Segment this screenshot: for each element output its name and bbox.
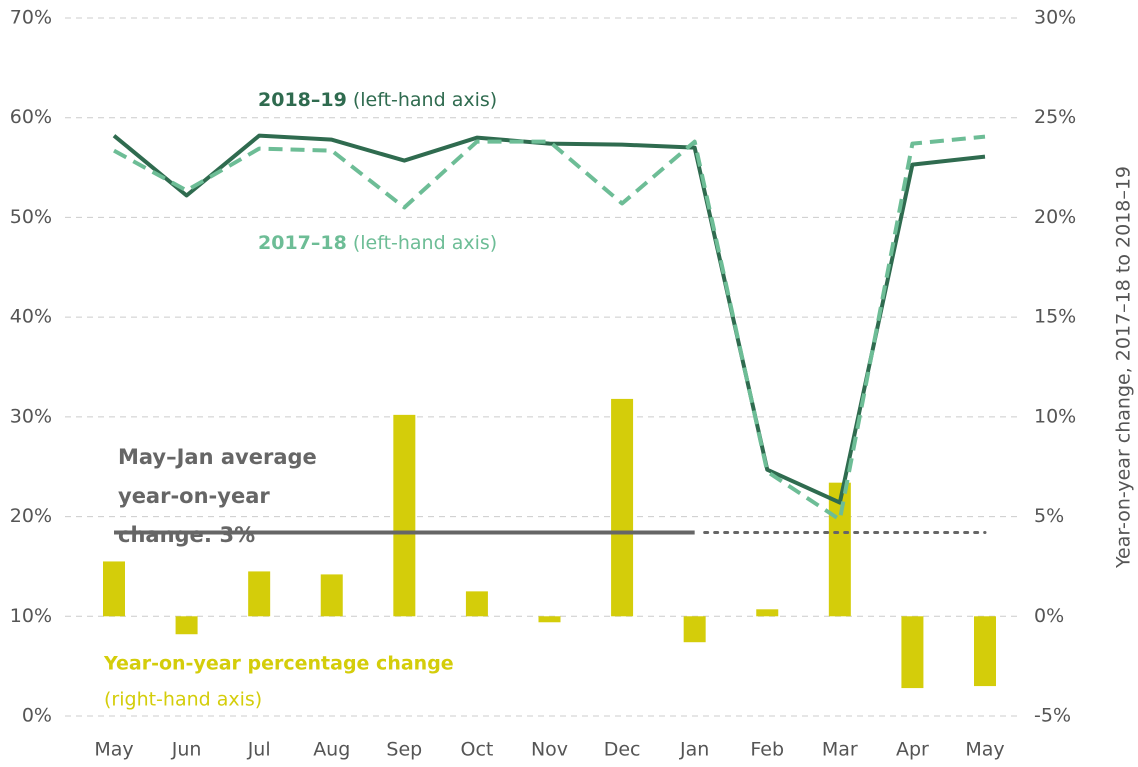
x-tick-label: Oct — [460, 739, 493, 761]
bar — [320, 574, 343, 617]
series-note: (right-hand axis) — [104, 689, 262, 711]
series-note: (left-hand axis) — [353, 89, 497, 111]
bar — [103, 561, 125, 617]
x-tick-label: Dec — [604, 739, 641, 761]
line — [112, 133, 986, 505]
average-label: year-on-year — [118, 484, 270, 508]
y-tick-label: 60% — [10, 106, 52, 128]
y-tick-label: 40% — [10, 306, 52, 328]
y-tick-label: 70% — [10, 7, 52, 29]
y-tick-label: 50% — [10, 206, 52, 228]
y2-axis-label: Year-on-year change, 2017–18 to 2018–19 — [1113, 166, 1135, 569]
x-tick-label: Nov — [531, 739, 568, 761]
series-note: (left-hand axis) — [353, 232, 497, 254]
bar — [683, 616, 706, 643]
x-tick-label: Aug — [313, 739, 350, 761]
x-tick-label: Sep — [386, 739, 422, 761]
x-tick-label: Mar — [822, 739, 858, 761]
series-label: 2017–18 (left-hand axis) — [258, 232, 497, 254]
x-tick-label: Feb — [750, 739, 784, 761]
bar — [393, 414, 416, 617]
x-tick-label: Jul — [247, 739, 271, 761]
y-tick-label: 30% — [10, 405, 52, 427]
y2-tick-label: 20% — [1034, 206, 1076, 228]
x-tick-label: May — [965, 739, 1004, 761]
bar — [465, 591, 488, 617]
series-label: 2018–19 (left-hand axis) — [258, 89, 497, 111]
y2-tick-label: 30% — [1034, 7, 1076, 29]
series-name: 2017–18 — [258, 232, 347, 254]
bar — [611, 398, 634, 617]
bar — [175, 616, 198, 635]
bar — [248, 571, 271, 617]
x-tick-label: Jan — [679, 739, 709, 761]
y-tick-label: 10% — [10, 605, 52, 627]
average-label: change: 3% — [118, 523, 255, 547]
bar — [901, 616, 924, 689]
y2-tick-label: 25% — [1034, 106, 1076, 128]
y-tick-label: 20% — [10, 505, 52, 527]
x-tick-label: Jun — [171, 739, 202, 761]
y-tick-label: 0% — [22, 705, 52, 727]
bar — [756, 609, 779, 617]
y2-tick-label: 0% — [1034, 605, 1064, 627]
series-name: 2018–19 — [258, 89, 347, 111]
y2-tick-label: 15% — [1034, 306, 1076, 328]
x-tick-label: Apr — [896, 739, 929, 761]
x-tick-label: May — [94, 739, 133, 761]
y2-tick-label: 5% — [1034, 505, 1064, 527]
bar — [538, 616, 561, 623]
average-label: May–Jan average — [118, 445, 317, 469]
bar — [974, 616, 996, 687]
line — [113, 134, 986, 522]
y2-tick-label: -5% — [1034, 705, 1071, 727]
series-label: Year-on-year percentage change — [103, 653, 454, 675]
y2-tick-label: 10% — [1034, 405, 1076, 427]
